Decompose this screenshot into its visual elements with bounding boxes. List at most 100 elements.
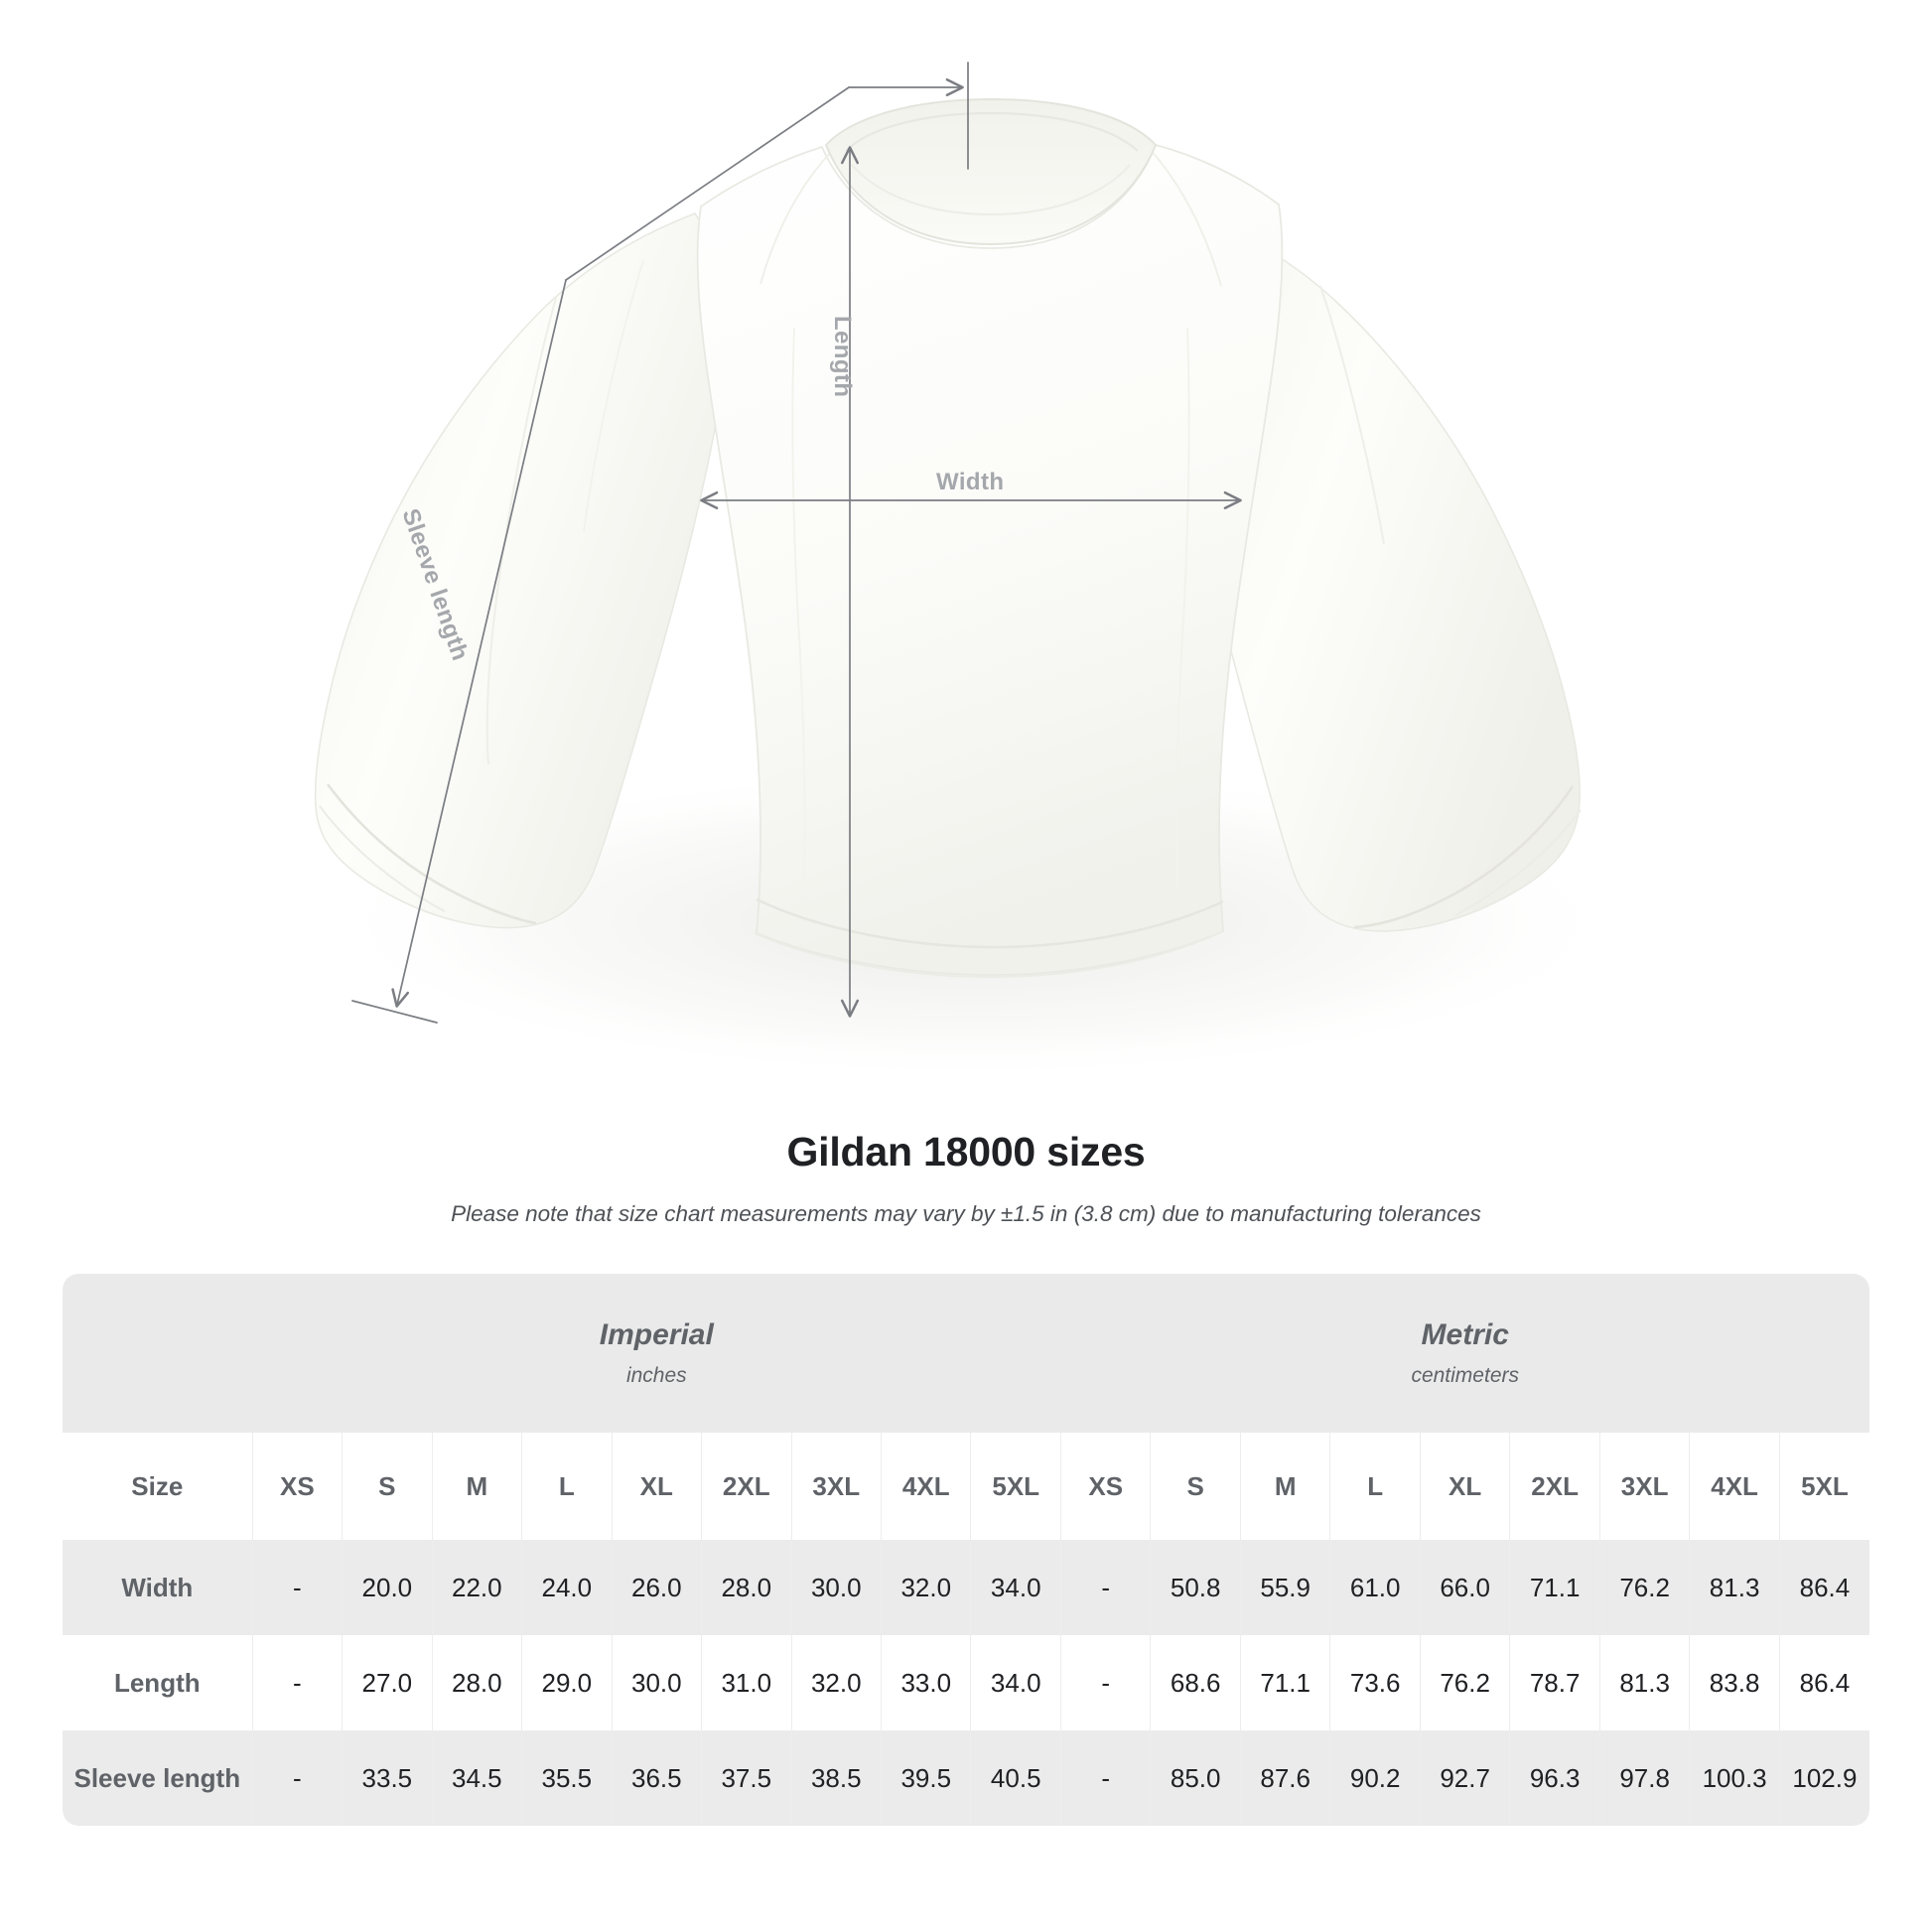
cell-width-imperial-s: 20.0 — [342, 1540, 433, 1635]
size-header-metric-s: S — [1150, 1433, 1241, 1540]
cell-width-imperial-2xl: 28.0 — [701, 1540, 792, 1635]
unit-name: Metric — [1421, 1317, 1509, 1351]
cell-length-imperial-s: 27.0 — [342, 1635, 433, 1730]
cell-length-imperial-xs: - — [252, 1635, 344, 1730]
cell-length-imperial-xl: 30.0 — [612, 1635, 703, 1730]
cell-length-metric-l: 73.6 — [1329, 1635, 1421, 1730]
cell-width-metric-4xl: 81.3 — [1689, 1540, 1780, 1635]
cell-sleeve-length-imperial-5xl: 40.5 — [970, 1730, 1061, 1826]
cell-width-metric-m: 55.9 — [1240, 1540, 1331, 1635]
table-size-header-row: Size XS S M L XL 2XL 3XL 4XL 5XL XS S M L XL 2XL 3XL 4XL 5… — [63, 1433, 1869, 1540]
sleeve-guide-lower — [391, 279, 567, 1008]
cell-sleeve-length-imperial-xs: - — [252, 1730, 344, 1826]
cell-width-imperial-4xl: 32.0 — [881, 1540, 972, 1635]
sleeve-guide-upper — [565, 86, 850, 281]
cell-width-imperial-l: 24.0 — [521, 1540, 613, 1635]
length-measurement-label: Length — [829, 316, 856, 398]
size-header-imperial-l: L — [521, 1433, 613, 1540]
cell-sleeve-length-imperial-4xl: 39.5 — [881, 1730, 972, 1826]
cell-sleeve-length-imperial-m: 34.5 — [432, 1730, 523, 1826]
cell-width-metric-l: 61.0 — [1329, 1540, 1421, 1635]
cell-width-imperial-m: 22.0 — [432, 1540, 523, 1635]
cell-width-metric-5xl: 86.4 — [1779, 1540, 1869, 1635]
size-header-metric-5xl: 5XL — [1779, 1433, 1869, 1540]
cell-length-metric-m: 71.1 — [1240, 1635, 1331, 1730]
cell-width-metric-s: 50.8 — [1150, 1540, 1241, 1635]
cell-length-imperial-5xl: 34.0 — [970, 1635, 1061, 1730]
size-header-imperial-xs: XS — [252, 1433, 344, 1540]
size-header-metric-xs: XS — [1059, 1433, 1152, 1540]
cell-sleeve-length-imperial-3xl: 38.5 — [791, 1730, 883, 1826]
size-header-imperial-3xl: 3XL — [791, 1433, 883, 1540]
cell-width-imperial-5xl: 34.0 — [970, 1540, 1061, 1635]
cell-length-imperial-3xl: 32.0 — [791, 1635, 883, 1730]
cell-width-metric-2xl: 71.1 — [1509, 1540, 1600, 1635]
garment-diagram: Length Width Sleeve length — [314, 62, 1628, 1082]
cell-sleeve-length-metric-4xl: 100.3 — [1689, 1730, 1780, 1826]
cell-sleeve-length-metric-5xl: 102.9 — [1779, 1730, 1869, 1826]
table-unit-header-row: Imperial inches Metric centimeters — [63, 1274, 1869, 1433]
cell-sleeve-length-metric-3xl: 97.8 — [1599, 1730, 1691, 1826]
row-label-width: Width — [63, 1540, 253, 1635]
cell-width-metric-3xl: 76.2 — [1599, 1540, 1691, 1635]
unit-header-metric: Metric centimeters — [1060, 1274, 1869, 1433]
cell-length-imperial-m: 28.0 — [432, 1635, 523, 1730]
size-header-imperial-2xl: 2XL — [701, 1433, 792, 1540]
cell-sleeve-length-imperial-xl: 36.5 — [612, 1730, 703, 1826]
cell-width-imperial-3xl: 30.0 — [791, 1540, 883, 1635]
cell-width-metric-xs: - — [1059, 1540, 1152, 1635]
unit-name: Imperial — [599, 1317, 714, 1351]
cell-length-imperial-2xl: 31.0 — [701, 1635, 792, 1730]
cell-length-metric-3xl: 81.3 — [1599, 1635, 1691, 1730]
table-row: Length -27.0 28.0 29.0 30.0 31.0 32.0 33.0 34.0-… — [63, 1635, 1869, 1730]
size-chart-table-container: Imperial inches Metric centimeters Size XS S M L… — [63, 1274, 1869, 1826]
width-measurement-label: Width — [936, 469, 1005, 495]
size-header-metric-m: M — [1240, 1433, 1331, 1540]
row-label-length: Length — [63, 1635, 253, 1730]
unit-header-spacer — [63, 1274, 253, 1433]
cell-length-metric-2xl: 78.7 — [1509, 1635, 1600, 1730]
cell-sleeve-length-metric-m: 87.6 — [1240, 1730, 1331, 1826]
cell-length-metric-xs: - — [1059, 1635, 1152, 1730]
unit-subtitle: inches — [625, 1364, 687, 1388]
cell-length-metric-s: 68.6 — [1150, 1635, 1241, 1730]
cell-width-imperial-xs: - — [252, 1540, 344, 1635]
page-title: Gildan 18000 sizes — [786, 1129, 1146, 1174]
size-header-imperial-s: S — [342, 1433, 433, 1540]
title-block: Gildan 18000 sizes Please note that size… — [0, 1129, 1932, 1227]
unit-subtitle: centimeters — [1411, 1364, 1519, 1388]
size-header-metric-2xl: 2XL — [1509, 1433, 1600, 1540]
cell-sleeve-length-metric-xs: - — [1059, 1730, 1152, 1826]
table-row: Width -20.0 22.0 24.0 26.0 28.0 30.0 32.0 34.0-5… — [63, 1540, 1869, 1635]
cell-sleeve-length-metric-2xl: 96.3 — [1509, 1730, 1600, 1826]
table-row: Sleeve length -33.5 34.5 35.5 36.5 37.5 38.5 39… — [63, 1730, 1869, 1826]
cell-length-imperial-l: 29.0 — [521, 1635, 613, 1730]
column-header-size: Size — [63, 1433, 253, 1540]
cell-sleeve-length-imperial-s: 33.5 — [342, 1730, 433, 1826]
cell-length-imperial-4xl: 33.0 — [881, 1635, 972, 1730]
size-header-metric-l: L — [1329, 1433, 1421, 1540]
row-label-sleeve-length: Sleeve length — [63, 1730, 253, 1826]
size-header-metric-xl: XL — [1420, 1433, 1511, 1540]
size-header-metric-4xl: 4XL — [1689, 1433, 1780, 1540]
measurement-guides — [351, 62, 1242, 1024]
cell-length-metric-5xl: 86.4 — [1779, 1635, 1869, 1730]
size-header-imperial-m: M — [432, 1433, 523, 1540]
unit-header-imperial: Imperial inches — [252, 1274, 1061, 1433]
size-header-imperial-4xl: 4XL — [881, 1433, 972, 1540]
cell-width-metric-xl: 66.0 — [1420, 1540, 1511, 1635]
tolerance-note: Please note that size chart measurements… — [451, 1201, 1481, 1227]
cell-sleeve-length-metric-s: 85.0 — [1150, 1730, 1241, 1826]
size-header-imperial-5xl: 5XL — [970, 1433, 1061, 1540]
size-header-metric-3xl: 3XL — [1599, 1433, 1691, 1540]
cell-sleeve-length-metric-l: 90.2 — [1329, 1730, 1421, 1826]
sleeve-cuff-tick — [351, 1000, 438, 1024]
cell-length-metric-xl: 76.2 — [1420, 1635, 1511, 1730]
cell-sleeve-length-imperial-2xl: 37.5 — [701, 1730, 792, 1826]
cell-sleeve-length-imperial-l: 35.5 — [521, 1730, 613, 1826]
cell-sleeve-length-metric-xl: 92.7 — [1420, 1730, 1511, 1826]
cell-length-metric-4xl: 83.8 — [1689, 1635, 1780, 1730]
size-chart-table: Imperial inches Metric centimeters Size XS S M L… — [63, 1274, 1869, 1826]
size-header-imperial-xl: XL — [612, 1433, 703, 1540]
sweatshirt-illustration — [314, 62, 1628, 1082]
